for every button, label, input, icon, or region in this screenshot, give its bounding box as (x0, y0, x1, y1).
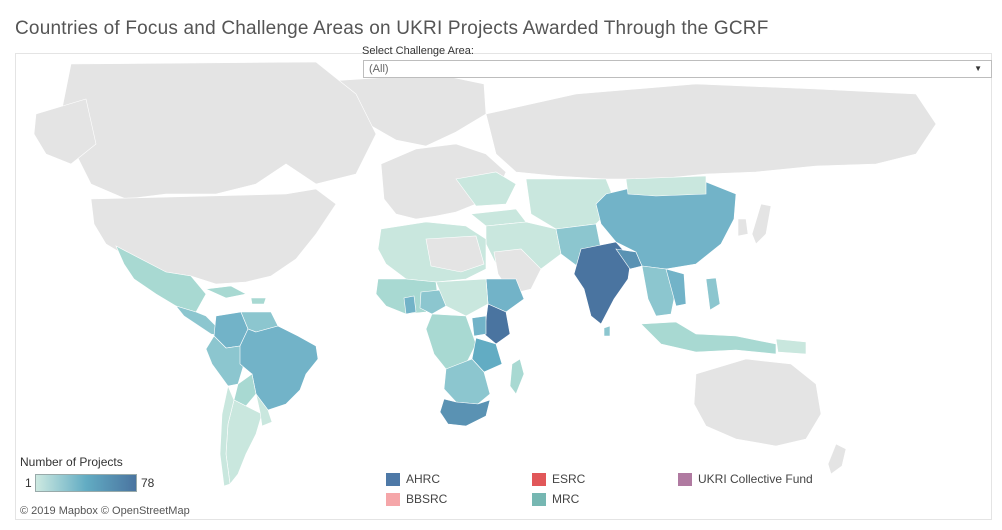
legend-item-label: UKRI Collective Fund (698, 472, 813, 486)
legend-item-label: MRC (552, 492, 580, 506)
legend-item-ukri-collective-fund[interactable]: UKRI Collective Fund (678, 472, 813, 486)
caribbean[interactable] (204, 285, 267, 305)
nigeria[interactable] (419, 289, 447, 315)
legend-item-label: AHRC (406, 472, 441, 486)
libya-egypt[interactable] (425, 235, 485, 273)
esrc-swatch (532, 472, 546, 486)
legend-item-mrc[interactable]: MRC (532, 492, 579, 506)
sri-lanka[interactable] (603, 325, 611, 337)
ghana[interactable] (403, 295, 417, 315)
legend-title: Number of Projects (20, 455, 123, 469)
papua-new-guinea[interactable] (775, 338, 807, 355)
challenge-area-value: (All) (369, 63, 389, 75)
china[interactable] (595, 181, 737, 270)
chile[interactable] (219, 385, 235, 487)
tanzania[interactable] (471, 337, 503, 373)
challenge-area-label: Select Challenge Area: (362, 45, 474, 57)
korea-japan[interactable] (737, 203, 772, 245)
paraguay-uruguay[interactable] (255, 393, 273, 427)
legend-max-value: 78 (141, 476, 155, 490)
vietnam[interactable] (665, 268, 687, 307)
russia[interactable] (485, 83, 937, 180)
indonesia-malaysia[interactable] (640, 321, 777, 355)
legend-item-label: ESRC (552, 472, 586, 486)
canada[interactable] (60, 61, 377, 200)
dropdown-arrow-icon[interactable]: ▼ (974, 64, 982, 73)
legend-min-value: 1 (25, 476, 32, 490)
mongolia[interactable] (625, 175, 707, 197)
ahrc-swatch (386, 472, 400, 486)
bolivia[interactable] (233, 373, 257, 407)
bbsrc-swatch (386, 492, 400, 506)
eastern-europe[interactable] (455, 171, 517, 207)
philippines[interactable] (705, 277, 721, 311)
challenge-area-dropdown[interactable]: (All) ▼ (363, 60, 992, 78)
legend-item-esrc[interactable]: ESRC (532, 472, 585, 486)
usa[interactable] (90, 188, 337, 285)
page-title: Countries of Focus and Challenge Areas o… (15, 18, 769, 39)
south-africa[interactable] (439, 398, 491, 427)
legend-color-scale (35, 474, 137, 492)
alaska[interactable] (33, 98, 97, 165)
uganda[interactable] (471, 315, 487, 337)
southern-africa[interactable] (443, 358, 491, 405)
ukri-collective-fund-swatch (678, 472, 692, 486)
legend-item-bbsrc[interactable]: BBSRC (386, 492, 447, 506)
sudan-chad[interactable] (435, 278, 489, 317)
map-attribution[interactable]: © 2019 Mapbox © OpenStreetMap (20, 505, 190, 517)
australia[interactable] (693, 358, 822, 447)
new-zealand[interactable] (827, 443, 847, 475)
brazil[interactable] (239, 325, 319, 411)
world-map[interactable] (16, 54, 992, 520)
legend-item-label: BBSRC (406, 492, 448, 506)
madagascar[interactable] (509, 358, 525, 395)
legend-item-ahrc[interactable]: AHRC (386, 472, 440, 486)
mrc-swatch (532, 492, 546, 506)
argentina[interactable] (225, 399, 263, 485)
map-view[interactable] (15, 53, 992, 520)
